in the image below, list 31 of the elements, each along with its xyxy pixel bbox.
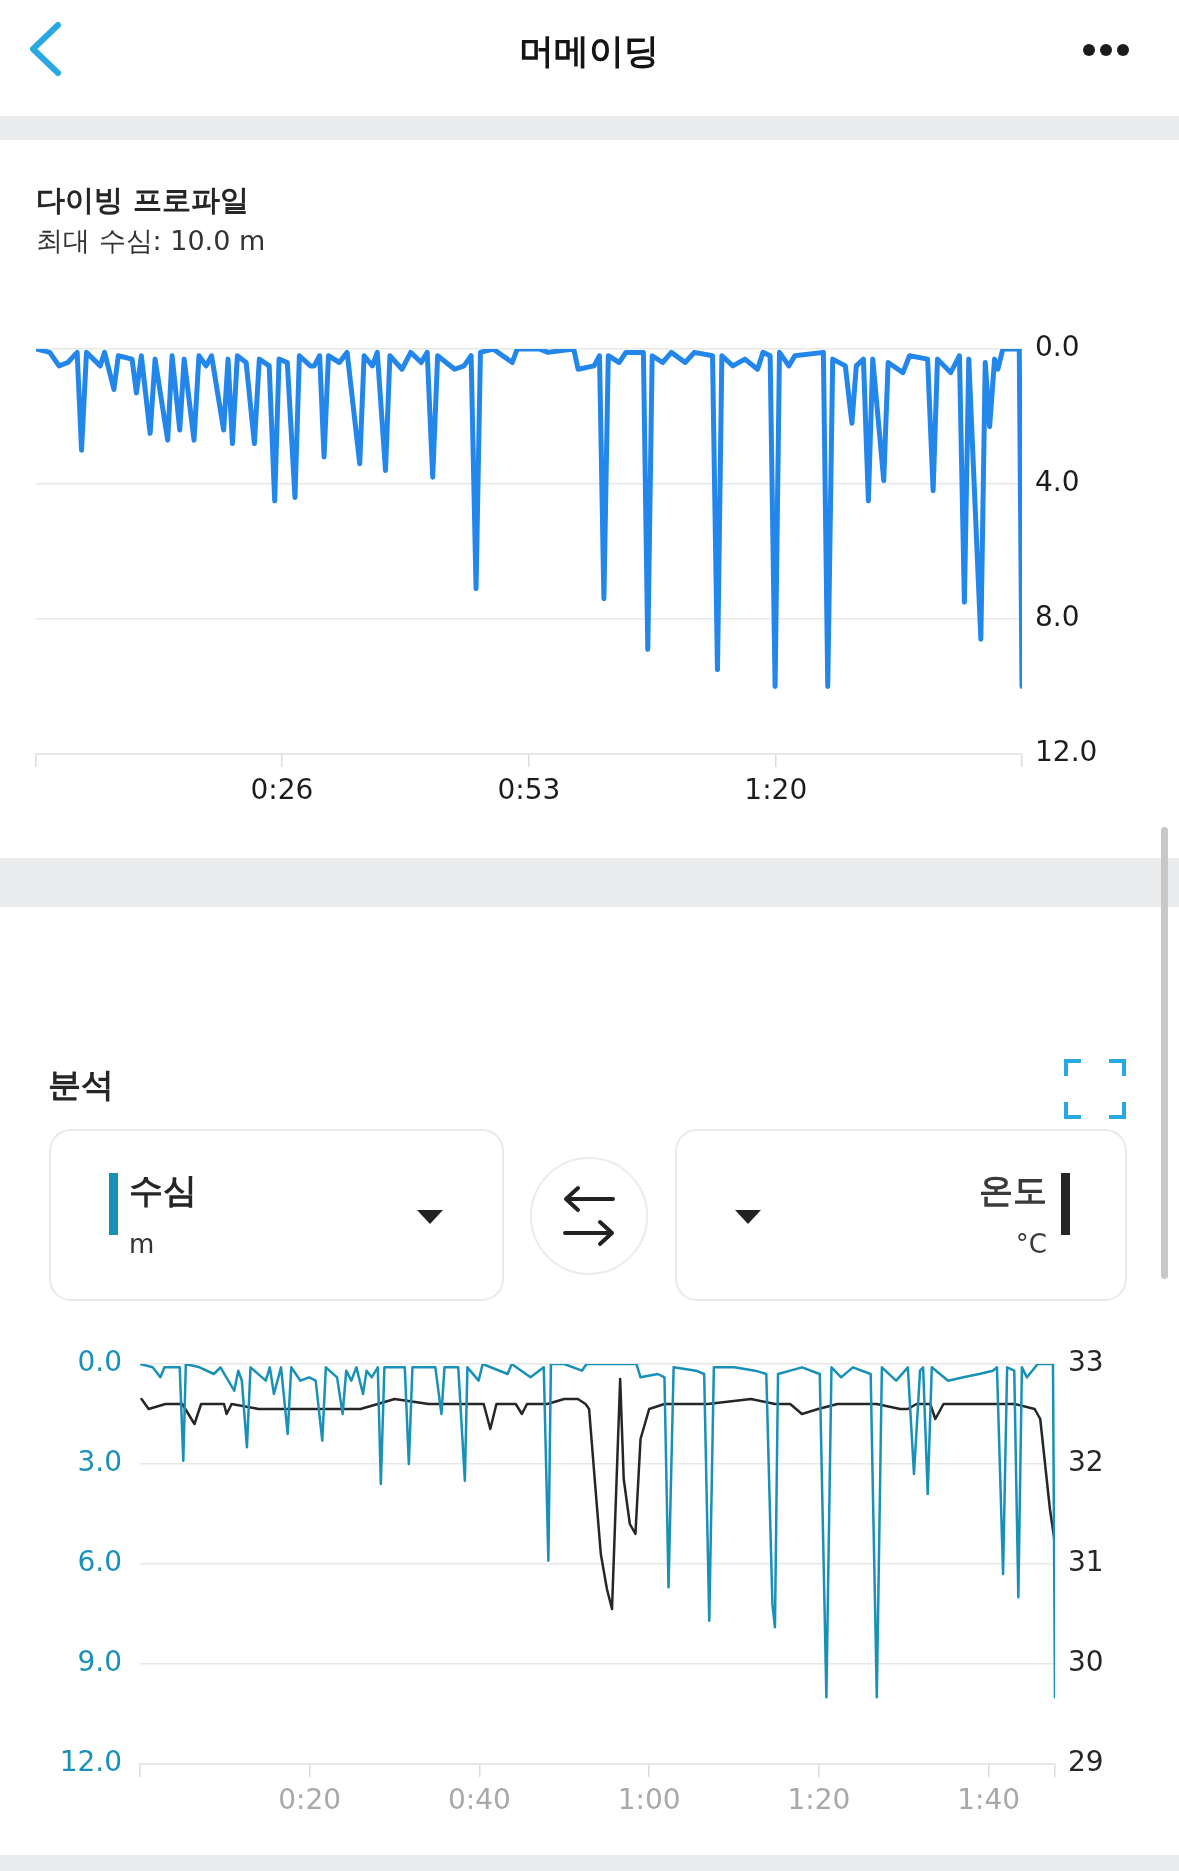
y-tick-label: 0.0 — [1035, 330, 1080, 364]
x-tick-label: 1:20 — [744, 773, 808, 807]
y-tick-label: 8.0 — [1035, 600, 1080, 634]
chart-title: 다이빙 프로파일 — [36, 182, 250, 219]
y-tick-label: 9.0 — [77, 1645, 122, 1679]
y-axis-title: m — [129, 1228, 155, 1261]
y-tick-label: 4.0 — [1035, 465, 1080, 499]
text: 머메이딩 — [519, 30, 659, 73]
x-tick-label: 1:00 — [617, 1783, 681, 1817]
y2-tick-label: 31 — [1068, 1545, 1104, 1579]
y-tick-label: 6.0 — [77, 1545, 122, 1579]
y2-tick-label: 30 — [1068, 1645, 1104, 1679]
chart-subtitle: 최대 수심: 10.0 m — [36, 224, 266, 258]
y2-tick-label: 32 — [1068, 1445, 1104, 1479]
y2-tick-label: 33 — [1068, 1345, 1104, 1379]
x-tick-label: 0:26 — [250, 773, 314, 807]
x-tick-label: 0:20 — [278, 1783, 342, 1817]
dropdown-field: 온도 °C — [675, 1129, 1127, 1301]
x-tick-label: 1:20 — [787, 1783, 851, 1817]
y2-axis-title: °C — [1015, 1228, 1047, 1261]
y-tick-label: 12.0 — [59, 1745, 122, 1779]
y-tick-label: 12.0 — [1035, 735, 1098, 769]
chart-title: 분석 — [48, 1064, 114, 1106]
legend-label: 수심 — [129, 1169, 197, 1212]
x-tick-label: 1:40 — [957, 1783, 1021, 1817]
y2-tick-label: 29 — [1068, 1745, 1104, 1779]
x-tick-label: 0:53 — [497, 773, 561, 807]
dropdown-field: 수심 m — [49, 1129, 504, 1301]
y-tick-label: 3.0 — [77, 1445, 122, 1479]
x-tick-label: 0:40 — [448, 1783, 511, 1817]
y-tick-label: 0.0 — [77, 1345, 122, 1379]
